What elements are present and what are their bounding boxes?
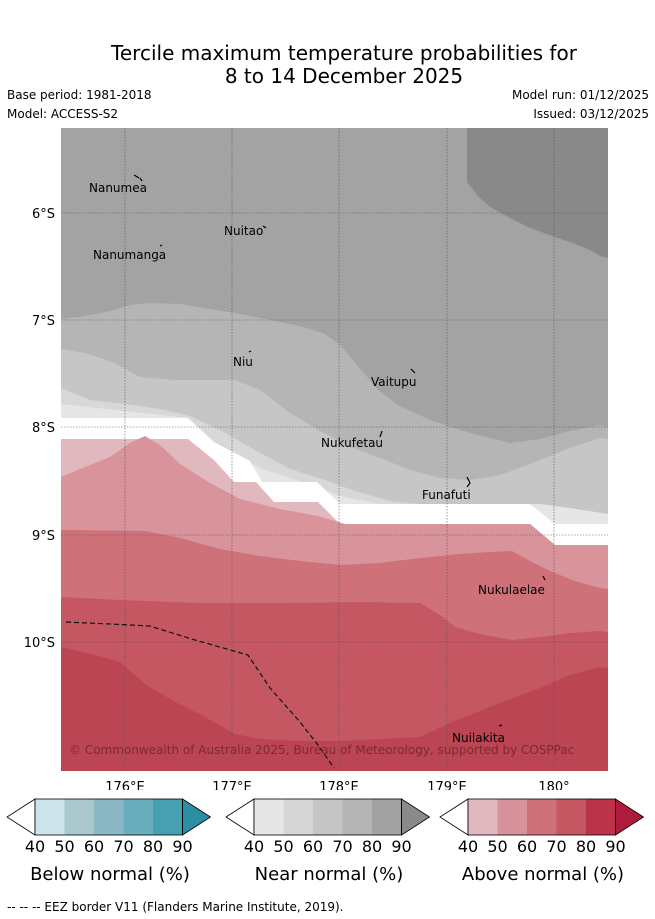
- above-legend-tick: 90: [605, 837, 625, 856]
- copyright-notice: © Commonwealth of Australia 2025, Bureau…: [69, 743, 574, 757]
- place-label-nanumanga: Nanumanga: [93, 248, 166, 262]
- above-legend-high-extension: [615, 798, 645, 836]
- near-legend-frame: [253, 798, 402, 836]
- near-legend-tick: 80: [362, 837, 382, 856]
- islands: [133, 174, 546, 727]
- place-label-vaitupu: Vaitupu: [371, 375, 417, 389]
- above-legend-tick: 50: [487, 837, 507, 856]
- lat-tick-8s: 8°S: [32, 421, 55, 436]
- below-legend-low-extension: [6, 798, 36, 836]
- lat-tick-10s: 10°S: [24, 636, 55, 651]
- legend-near-normal: 40 50 60 70 80 90: [225, 798, 431, 856]
- place-label-nanumea: Nanumea: [89, 181, 147, 195]
- place-label-nuilakita: Nuilakita: [452, 731, 505, 745]
- legend-near-title: Near normal (%): [254, 864, 404, 885]
- lon-tick-180: 180°: [538, 780, 569, 790]
- above-legend-tick: 70: [546, 837, 566, 856]
- below-legend-tick: 80: [143, 837, 163, 856]
- island-vaitupu-shape: [410, 368, 416, 374]
- near-legend-swatch: [342, 799, 372, 835]
- above-legend-swatch: [556, 799, 586, 835]
- island-niu-shape: [248, 350, 252, 353]
- near-legend-tick: 50: [273, 837, 293, 856]
- above-legend-tick: 40: [458, 837, 478, 856]
- island-nukufetau-shape: [379, 430, 383, 438]
- island-nukulaelae-shape: [542, 575, 546, 581]
- base-period: Base period: 1981-2018: [7, 88, 152, 102]
- below-legend-tick: 90: [172, 837, 192, 856]
- above-legend-tick: 60: [517, 837, 537, 856]
- below-legend-swatch: [35, 799, 65, 835]
- legend-below-title: Below normal (%): [30, 864, 190, 885]
- place-label-nuitao: Nuitao: [224, 224, 263, 238]
- eez-footnote: -- -- -- EEZ border V11 (Flanders Marine…: [7, 900, 344, 914]
- lat-tick-7s: 7°S: [32, 314, 55, 329]
- lat-tick-6s: 6°S: [32, 207, 55, 222]
- lon-tick-176: 176°E: [105, 780, 145, 790]
- near-legend-swatch: [254, 799, 284, 835]
- island-nanumanga-shape: [159, 244, 163, 247]
- near-legend-tick: 40: [244, 837, 264, 856]
- graticule: [61, 128, 608, 771]
- place-label-funafuti: Funafuti: [422, 488, 471, 502]
- above-legend-tick: 80: [576, 837, 596, 856]
- below-legend-frame: [34, 798, 183, 836]
- below-legend-high-extension: [182, 798, 212, 836]
- below-legend-swatch: [123, 799, 153, 835]
- issued-date: Issued: 03/12/2025: [533, 107, 649, 121]
- lon-tick-178: 178°E: [319, 780, 359, 790]
- above-legend-low-extension: [439, 798, 469, 836]
- eez-border: [65, 621, 335, 769]
- above-legend-swatch: [586, 799, 616, 835]
- above-legend-swatch: [527, 799, 557, 835]
- model-run: Model run: 01/12/2025: [511, 88, 649, 102]
- lat-tick-9s: 9°S: [32, 529, 55, 544]
- near-legend-tick: 70: [332, 837, 352, 856]
- below-legend-tick: 50: [54, 837, 74, 856]
- probability-map: Nanumea Nuitao Nanumanga Niu Vaitupu Nuk…: [24, 128, 608, 790]
- near-legend-low-extension: [225, 798, 255, 836]
- below-legend-swatch: [64, 799, 94, 835]
- lon-tick-179: 179°E: [427, 780, 467, 790]
- island-nuitao-shape: [262, 225, 267, 229]
- below-legend-tick: 70: [113, 837, 133, 856]
- near-legend-swatch: [283, 799, 313, 835]
- zone-near-90: [467, 128, 608, 258]
- place-label-nukufetau: Nukufetau: [321, 436, 383, 450]
- chart-title-line1: Tercile maximum temperature probabilitie…: [111, 41, 577, 65]
- island-nanumea-shape: [133, 174, 143, 182]
- near-legend-high-extension: [401, 798, 431, 836]
- place-label-nukulaelae: Nukulaelae: [478, 583, 545, 597]
- legend-above-normal: 40 50 60 70 80 90: [439, 798, 645, 856]
- model-name: Model: ACCESS-S2: [7, 107, 119, 121]
- legend-below-normal: 40 50 60 70 80 90: [6, 798, 212, 856]
- zone-above-80: [61, 647, 608, 771]
- near-legend-tick: 90: [391, 837, 411, 856]
- chart-title-line2: 8 to 14 December 2025: [224, 64, 464, 88]
- above-legend-frame: [467, 798, 616, 836]
- island-funafuti-shape: [466, 476, 471, 488]
- place-label-niu: Niu: [233, 355, 253, 369]
- above-legend-swatch: [468, 799, 498, 835]
- lon-tick-177: 177°E: [212, 780, 252, 790]
- below-legend-tick: 60: [84, 837, 104, 856]
- near-legend-swatch: [313, 799, 343, 835]
- below-legend-swatch: [153, 799, 183, 835]
- near-legend-swatch: [372, 799, 402, 835]
- island-nuilakita-shape: [498, 724, 503, 727]
- below-legend-swatch: [94, 799, 124, 835]
- near-legend-tick: 60: [303, 837, 323, 856]
- below-legend-tick: 40: [25, 837, 45, 856]
- above-legend-swatch: [497, 799, 527, 835]
- legend-above-title: Above normal (%): [461, 864, 625, 885]
